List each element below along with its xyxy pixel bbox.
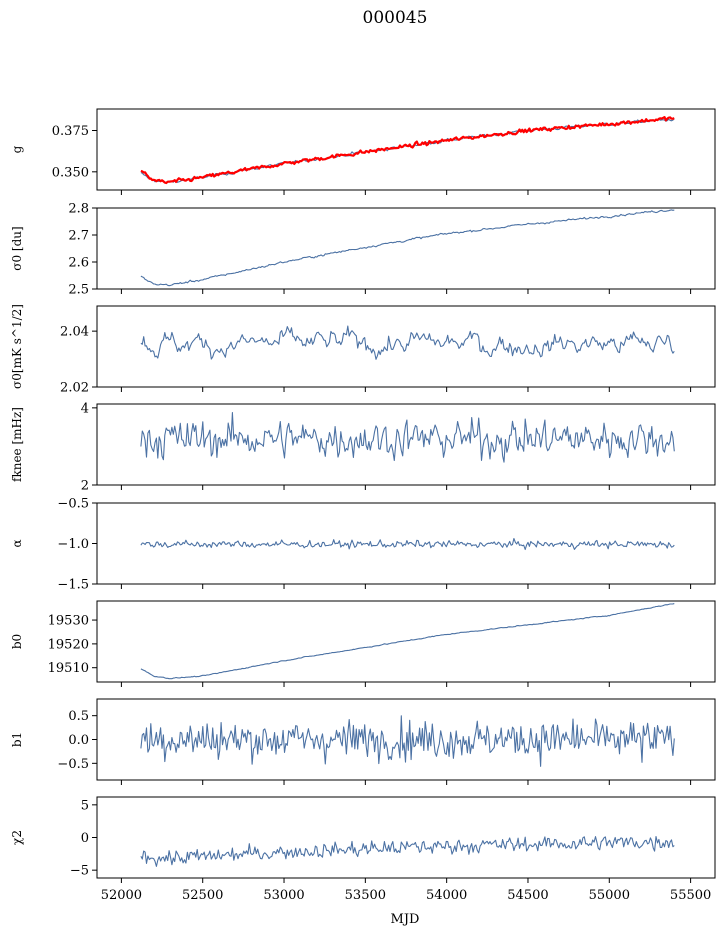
y-tick-label: 0.350	[52, 165, 89, 180]
y-axis-label: b0	[10, 634, 24, 649]
y-axis-label: g	[10, 145, 24, 153]
y-tick-label: 0.5	[68, 709, 89, 724]
y-tick-label: 19510	[48, 661, 89, 676]
y-axis-label: σ0[mK s^1/2]	[10, 304, 24, 389]
series-line-1	[140, 603, 675, 680]
x-tick-label: 53000	[263, 888, 304, 903]
y-tick-label: 2.5	[68, 283, 89, 298]
x-tick-label: 54000	[426, 888, 467, 903]
axes-frame	[96, 600, 716, 683]
y-tick-label: 2.6	[68, 256, 89, 271]
y-tick-label: 2.7	[68, 229, 89, 244]
x-tick-label: 55000	[589, 888, 630, 903]
series-line-1	[140, 412, 675, 463]
panel-6: 19510 19520 19530 b0	[10, 600, 716, 687]
panel-7: −0.5 0.0 0.5 b1	[10, 698, 716, 785]
y-tick-label: 2	[81, 479, 89, 494]
y-axis-label: χ2	[10, 830, 24, 845]
y-tick-label: −1.0	[57, 537, 89, 552]
panel-1: 0.350 0.375 g	[10, 108, 716, 195]
y-tick-label: 19520	[48, 637, 89, 652]
y-tick-label: 2.02	[60, 381, 89, 396]
y-tick-label: 0	[81, 831, 89, 846]
x-axis-label: MJD	[391, 912, 420, 927]
y-axis-label: b1	[10, 732, 24, 747]
y-axis-label: α	[10, 539, 24, 547]
axes-frame	[96, 403, 716, 486]
y-tick-label: 2.8	[68, 202, 89, 217]
y-tick-label: −1.5	[57, 578, 89, 593]
series-line-1	[140, 209, 675, 287]
panel-4: 2 4 fknee [mHz]	[10, 401, 716, 494]
y-axis-label: fknee [mHz]	[10, 407, 24, 482]
y-tick-label: 19530	[48, 614, 89, 629]
panel-2: 2.5 2.6 2.7 2.8 σ0 [du]	[10, 202, 716, 298]
axes-frame	[96, 698, 716, 781]
x-tick-label: 55500	[670, 888, 711, 903]
axes-frame	[96, 796, 716, 879]
x-tick-label: 53500	[345, 888, 386, 903]
axes-frame	[96, 207, 716, 290]
series-line-1	[140, 325, 675, 360]
x-tick-label: 52500	[182, 888, 223, 903]
panel-3: 2.02 2.04 σ0[mK s^1/2]	[10, 304, 716, 396]
y-axis-label: σ0 [du]	[10, 226, 24, 270]
series-line-1	[140, 835, 675, 867]
x-tick-label: 54500	[507, 888, 548, 903]
figure-title: 000045	[363, 8, 428, 28]
panels: 0.350 0.375 g 2.5 2.6 2.7 2.8 σ0 [du] 2.02 2.04 σ0…	[10, 108, 716, 903]
axes-frame	[96, 108, 716, 191]
y-tick-label: 0.375	[52, 124, 89, 139]
y-tick-label: −0.5	[57, 497, 89, 512]
y-tick-label: 2.04	[60, 325, 89, 340]
y-tick-label: 5	[81, 798, 89, 813]
panel-5: −1.5 −1.0 −0.5 α	[10, 497, 716, 593]
series-line-1	[140, 537, 675, 551]
series-line-1	[140, 715, 675, 767]
series-line-2	[140, 115, 675, 185]
axes-frame	[96, 305, 716, 388]
y-tick-label: −5	[70, 864, 89, 879]
y-tick-label: 4	[81, 401, 89, 416]
panel-8: −5 0 5 52000 52500 53000 53500 54000 54500 55000 5…	[10, 796, 716, 903]
y-tick-label: −0.5	[57, 757, 89, 772]
x-tick-label: 52000	[101, 888, 142, 903]
y-tick-label: 0.0	[68, 733, 89, 748]
